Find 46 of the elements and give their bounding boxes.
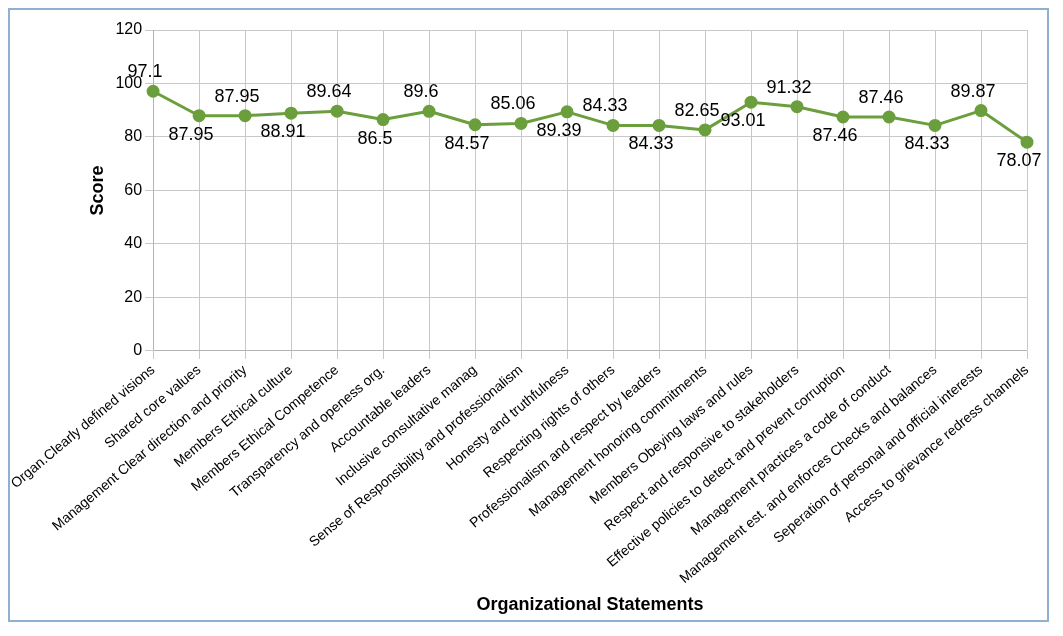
data-label: 87.95 bbox=[168, 123, 214, 144]
point bbox=[652, 118, 666, 132]
point bbox=[698, 123, 712, 137]
data-label: 87.46 bbox=[812, 124, 858, 145]
point bbox=[422, 104, 436, 118]
y-tick-label: 80 bbox=[124, 127, 143, 145]
point bbox=[928, 118, 942, 132]
data-label: 89.64 bbox=[306, 81, 352, 102]
y-tick-label: 120 bbox=[115, 20, 143, 38]
data-label: 89.6 bbox=[403, 81, 439, 102]
point bbox=[330, 104, 344, 118]
y-axis-title: Score bbox=[86, 165, 107, 216]
data-label: 89.39 bbox=[536, 119, 582, 140]
point bbox=[836, 110, 850, 124]
data-label: 84.33 bbox=[904, 133, 950, 154]
data-label: 93.01 bbox=[720, 110, 766, 131]
point bbox=[606, 118, 620, 132]
data-label: 82.65 bbox=[674, 99, 720, 120]
data-label: 86.5 bbox=[357, 127, 393, 148]
point bbox=[192, 109, 206, 123]
data-label: 84.33 bbox=[628, 133, 674, 154]
point bbox=[882, 110, 896, 124]
data-label: 78.07 bbox=[996, 150, 1042, 171]
point bbox=[284, 106, 298, 120]
data-label: 84.33 bbox=[582, 95, 628, 116]
y-tick-label: 60 bbox=[124, 180, 143, 198]
data-label: 88.91 bbox=[260, 121, 306, 142]
point bbox=[790, 100, 804, 114]
point bbox=[514, 116, 528, 130]
point bbox=[238, 109, 252, 123]
y-tick-label: 0 bbox=[133, 341, 143, 359]
x-axis-title: Organizational Statements bbox=[476, 594, 704, 615]
point bbox=[468, 118, 482, 132]
y-tick-label: 40 bbox=[124, 234, 143, 252]
data-label: 84.57 bbox=[444, 132, 490, 153]
data-label: 89.87 bbox=[950, 80, 996, 101]
point bbox=[974, 104, 988, 118]
point bbox=[376, 113, 390, 127]
data-label: 87.46 bbox=[858, 86, 904, 107]
data-label: 87.95 bbox=[214, 85, 260, 106]
point bbox=[744, 95, 758, 109]
point bbox=[560, 105, 574, 119]
y-tick-label: 20 bbox=[124, 287, 143, 305]
data-label: 85.06 bbox=[490, 93, 536, 114]
point bbox=[1020, 135, 1034, 149]
data-label: 91.32 bbox=[766, 76, 812, 97]
